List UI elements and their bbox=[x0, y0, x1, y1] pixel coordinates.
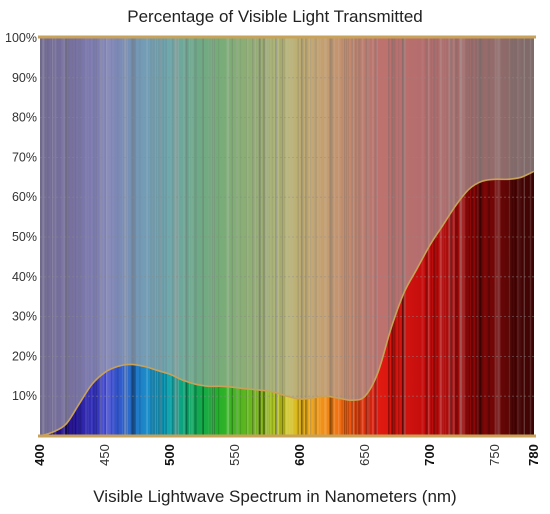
spectral-line bbox=[449, 38, 453, 436]
y-tick-label: 70% bbox=[12, 150, 37, 164]
x-tick-label: 500 bbox=[162, 444, 177, 466]
y-tick-label: 40% bbox=[12, 270, 37, 284]
spectral-line bbox=[518, 38, 521, 436]
x-tick-label: 600 bbox=[292, 444, 307, 466]
spectral-line bbox=[509, 38, 512, 436]
spectral-line bbox=[481, 38, 484, 436]
y-tick-label: 90% bbox=[12, 71, 37, 85]
spectral-line bbox=[463, 38, 465, 436]
y-tick-label: 50% bbox=[12, 230, 37, 244]
y-tick-label: 80% bbox=[12, 111, 37, 125]
x-tick-label: 750 bbox=[487, 444, 502, 466]
x-tick-label: 550 bbox=[227, 444, 242, 466]
spectral-line bbox=[442, 38, 445, 436]
spectral-line bbox=[514, 38, 516, 436]
spectral-line bbox=[477, 38, 479, 436]
spectral-line bbox=[450, 38, 452, 436]
transmission-curve bbox=[39, 170, 535, 437]
chart-title: Percentage of Visible Light Transmitted bbox=[127, 7, 422, 26]
spectral-line bbox=[497, 38, 501, 436]
spectral-line bbox=[529, 38, 532, 436]
spectral-line bbox=[478, 38, 481, 436]
spectral-line bbox=[517, 38, 520, 436]
x-tick-label: 650 bbox=[357, 444, 372, 466]
spectral-line bbox=[450, 38, 453, 436]
y-tick-label: 30% bbox=[12, 310, 37, 324]
y-axis: 10% 20% 30% 40% 50% 60% 70% 80% 90% 100% bbox=[5, 31, 37, 403]
spectral-line bbox=[478, 38, 481, 436]
non-transmitted-shade bbox=[40, 38, 534, 436]
x-axis: 400 450 500 550 600 650 700 750 780 bbox=[32, 444, 541, 466]
x-tick-label: 780 bbox=[526, 444, 541, 466]
y-tick-label: 60% bbox=[12, 190, 37, 204]
spectral-line bbox=[523, 38, 525, 436]
y-tick-label: 100% bbox=[5, 31, 37, 45]
x-tick-label: 400 bbox=[32, 444, 47, 466]
x-tick-label: 450 bbox=[97, 444, 112, 466]
spectral-line bbox=[494, 38, 497, 436]
x-tick-label: 700 bbox=[422, 444, 437, 466]
y-tick-label: 10% bbox=[12, 389, 37, 403]
y-tick-label: 20% bbox=[12, 349, 37, 363]
x-axis-label: Visible Lightwave Spectrum in Nanometers… bbox=[93, 487, 456, 506]
spectral-line bbox=[466, 38, 468, 436]
